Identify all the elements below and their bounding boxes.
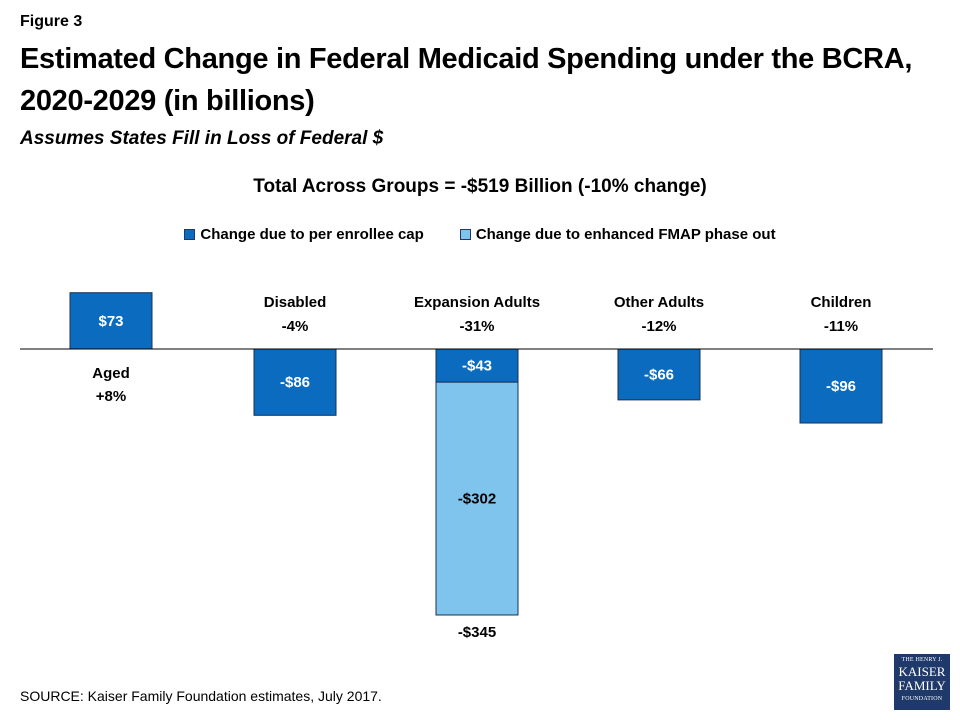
- source-note: SOURCE: Kaiser Family Foundation estimat…: [20, 688, 382, 704]
- page-subtitle: Assumes States Fill in Loss of Federal $: [20, 128, 384, 149]
- legend-swatch-fmap: [459, 229, 471, 240]
- logo-line-4: FOUNDATION: [901, 696, 943, 702]
- data-label-other-adults-cap: -$66: [644, 366, 674, 383]
- category-label-other-adults: Other Adults: [614, 294, 704, 311]
- category-pct-children: -11%: [824, 318, 858, 335]
- chart-legend: Change due to per enrollee cap Change du…: [0, 226, 960, 243]
- data-label-children-cap: -$96: [826, 378, 856, 395]
- logo-line-1: THE HENRY J.: [901, 657, 943, 663]
- bar-children-cap: [799, 348, 883, 424]
- category-label-children: Children: [811, 294, 872, 311]
- legend-label-fmap: Change due to enhanced FMAP phase out: [475, 226, 776, 243]
- category-label-aged: Aged: [92, 365, 130, 382]
- logo-line-2: KAISER: [898, 664, 946, 679]
- legend-item-fmap: Change due to enhanced FMAP phase out: [459, 226, 776, 243]
- kff-logo: THE HENRY J. KAISER FAMILY FOUNDATION: [894, 654, 950, 710]
- data-label-expansion-adults-cap: -$43: [462, 358, 492, 375]
- legend-swatch-cap: [184, 229, 196, 240]
- category-label-disabled: Disabled: [264, 294, 327, 311]
- data-label-expansion-adults-fmap: -$302: [458, 491, 496, 508]
- legend-item-cap: Change due to per enrollee cap: [184, 226, 424, 243]
- category-pct-disabled: -4%: [282, 318, 309, 335]
- category-pct-aged: +8%: [96, 388, 126, 405]
- data-label-aged-cap: $73: [98, 313, 123, 330]
- total-label-expansion-adults: -$345: [458, 624, 496, 641]
- figure-label: Figure 3: [20, 13, 83, 30]
- data-label-disabled-cap: -$86: [280, 374, 310, 391]
- logo-line-3: FAMILY: [898, 678, 946, 693]
- legend-label-cap: Change due to per enrollee cap: [200, 226, 424, 243]
- category-pct-expansion-adults: -31%: [459, 318, 494, 335]
- bar-disabled-cap: [253, 348, 337, 416]
- category-pct-other-adults: -12%: [641, 318, 676, 335]
- bar-expansion-adults-fmap: [435, 381, 519, 616]
- page-title: Estimated Change in Federal Medicaid Spe…: [20, 43, 913, 117]
- category-label-expansion-adults: Expansion Adults: [414, 294, 540, 311]
- chart-title: Total Across Groups = -$519 Billion (-10…: [253, 176, 707, 197]
